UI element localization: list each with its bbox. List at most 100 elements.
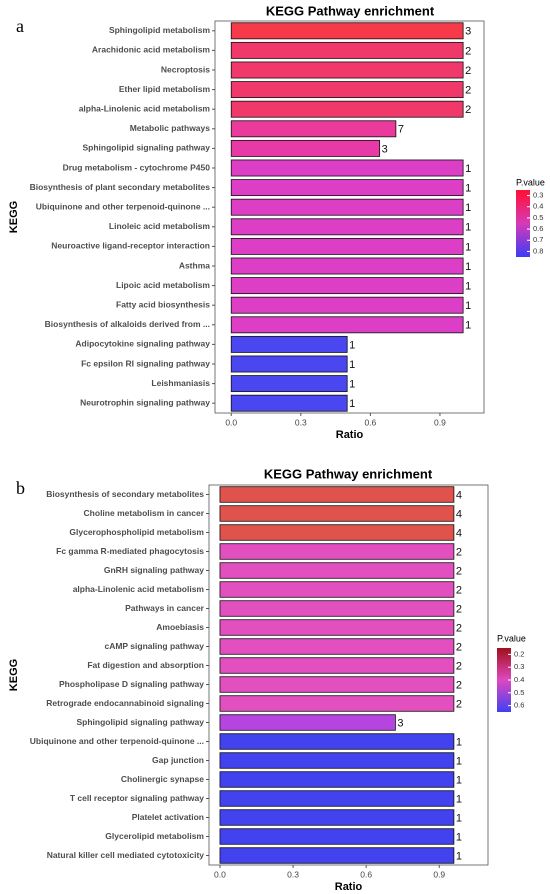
y-tick-label: Linoleic acid metabolism [109, 221, 211, 231]
count-label: 1 [349, 339, 355, 351]
panel-label: b [16, 478, 25, 498]
count-label: 3 [382, 143, 388, 155]
y-axis-label: KEGG [8, 659, 20, 691]
count-label: 2 [456, 698, 462, 710]
y-tick-label: Ubiquinone and other terpenoid-quinone .… [30, 736, 204, 746]
x-tick-label: 0.0 [214, 869, 226, 879]
count-label: 1 [456, 736, 462, 748]
bar [230, 100, 464, 118]
bar [230, 81, 464, 99]
colorbar [497, 648, 511, 712]
y-tick-label: Neuroactive ligand-receptor interaction [51, 241, 210, 251]
count-label: 2 [456, 565, 462, 577]
count-label: 1 [456, 831, 462, 843]
y-tick-label: alpha-Linolenic acid metabolism [79, 103, 211, 113]
bar [230, 375, 348, 393]
y-tick-label: Pathways in cancer [125, 603, 205, 613]
y-tick-label: Ubiquinone and other terpenoid-quinone .… [36, 201, 210, 211]
count-label: 1 [456, 774, 462, 786]
y-tick-label: Fc gamma R-mediated phagocytosis [56, 546, 204, 556]
y-tick-label: Adipocytokine signaling pathway [75, 339, 210, 349]
count-label: 2 [465, 85, 471, 97]
plot-frame [208, 484, 489, 866]
colorbar-tick-label: 0.6 [533, 224, 543, 233]
bar [219, 524, 455, 541]
y-axis-label: KEGG [8, 201, 20, 233]
count-label: 2 [456, 603, 462, 615]
count-label: 1 [465, 320, 471, 332]
count-label: 1 [456, 793, 462, 805]
colorbar [516, 190, 530, 257]
y-tick-label: Retrograde endocannabinoid signaling [46, 698, 204, 708]
count-label: 1 [465, 241, 471, 253]
y-tick-label: Fatty acid biosynthesis [116, 299, 210, 309]
count-label: 1 [465, 300, 471, 312]
count-label: 1 [349, 379, 355, 391]
colorbar-tick-label: 0.7 [533, 235, 543, 244]
bar [230, 41, 464, 59]
y-tick-label: Phospholipase D signaling pathway [59, 679, 204, 689]
y-tick-label: Glycerophospholipid metabolism [69, 527, 204, 537]
count-label: 3 [397, 717, 403, 729]
y-tick-label: Sphingolipid signaling pathway [83, 143, 211, 153]
colorbar-title: P.value [516, 177, 545, 187]
count-label: 1 [349, 398, 355, 410]
colorbar-tick-label: 0.3 [514, 662, 524, 671]
count-label: 4 [456, 489, 462, 501]
y-tick-label: GnRH signaling pathway [104, 565, 204, 575]
bar [219, 714, 396, 731]
bar [219, 790, 455, 807]
y-tick-label: Drug metabolism - cytochrome P450 [63, 162, 211, 172]
count-label: 3 [465, 26, 471, 38]
count-label: 1 [465, 222, 471, 234]
bar [219, 752, 455, 769]
bar [230, 22, 464, 40]
count-label: 4 [456, 508, 462, 520]
bar [230, 394, 348, 412]
y-tick-label: T cell receptor signaling pathway [70, 793, 204, 803]
count-label: 7 [398, 124, 404, 136]
bar [230, 198, 464, 216]
bar [230, 296, 464, 314]
bar [230, 277, 464, 295]
y-tick-label: Metabolic pathways [130, 123, 211, 133]
y-tick-label: Biosynthesis of plant secondary metaboli… [30, 182, 211, 192]
bar [230, 61, 464, 79]
count-label: 2 [456, 584, 462, 596]
y-tick-label: Arachidonic acid metabolism [92, 45, 211, 55]
colorbar-title: P.value [497, 633, 526, 643]
y-tick-label: Lipoic acid metabolism [116, 280, 210, 290]
bar [219, 733, 455, 750]
count-label: 1 [465, 281, 471, 293]
bar [219, 657, 455, 674]
y-tick-label: Neurotrophin signaling pathway [80, 397, 210, 407]
bar [219, 847, 455, 864]
y-tick-label: Gap junction [152, 755, 204, 765]
bar [219, 581, 455, 598]
count-label: 2 [465, 65, 471, 77]
y-tick-label: Amoebiasis [156, 622, 204, 632]
bar [219, 619, 455, 636]
chart-title: KEGG Pathway enrichment [266, 3, 435, 18]
y-tick-label: Biosynthesis of alkaloids derived from .… [45, 319, 210, 329]
count-label: 2 [456, 641, 462, 653]
count-label: 1 [456, 812, 462, 824]
y-tick-label: Biosynthesis of secondary metabolites [46, 489, 204, 499]
count-label: 1 [349, 359, 355, 371]
bar [219, 638, 455, 655]
y-tick-label: Fc epsilon RI signaling pathway [81, 358, 210, 368]
count-label: 2 [465, 45, 471, 57]
bar [230, 335, 348, 353]
bar [230, 139, 381, 157]
x-axis-label: Ratio [336, 429, 364, 441]
bar [230, 237, 464, 255]
y-tick-label: Fat digestion and absorption [87, 660, 204, 670]
y-tick-label: Sphingolipid metabolism [109, 25, 211, 35]
y-tick-label: Sphingolipid signaling pathway [77, 717, 205, 727]
count-label: 1 [465, 202, 471, 214]
y-tick-label: cAMP signaling pathway [104, 641, 204, 651]
bar [219, 543, 455, 560]
bar [230, 179, 464, 197]
count-label: 1 [465, 261, 471, 273]
